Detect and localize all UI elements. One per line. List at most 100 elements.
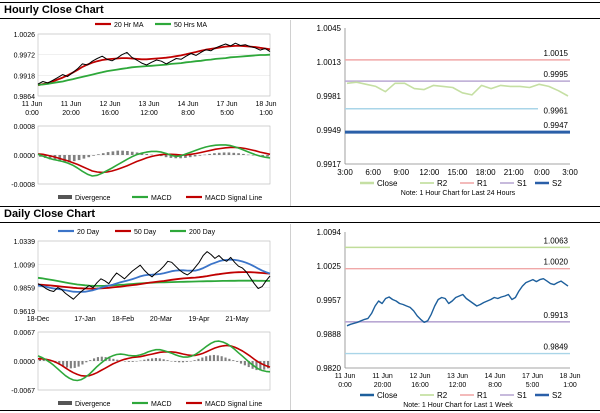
daily-macd-macd-line [37,340,271,382]
hourly-levels-legend-label: R2 [437,179,448,188]
hourly-price-xtick: 13 Jun [138,101,159,108]
hourly-macd-divergence-bar [213,153,216,155]
daily-macd-divergence-bar [201,357,204,361]
hourly-levels-value-label: 0.9947 [544,121,569,130]
daily-macd-divergence-bar [112,358,115,361]
daily-levels-xtick: 1:00 [563,382,577,389]
hourly-price-frame [37,33,271,97]
daily-price-ytick: 0.9859 [14,286,36,293]
daily-levels-value-label: 1.0063 [544,236,569,245]
daily-divider [290,224,291,410]
hourly-20hr-ma-legend-label: 20 Hr MA [114,22,144,29]
hourly-levels-xtick: 6:00 [365,168,381,177]
hourly-macd-divergence-bar [150,154,153,156]
daily-levels-xtick: 8:00 [488,382,502,389]
hourly-levels-ytick: 0.9917 [317,160,342,169]
daily-macd-divergence-bar [108,357,111,361]
daily-macd-ytick: -0.0067 [11,388,35,395]
hourly-levels-legend-label: S1 [517,179,527,188]
daily-macd-divergence-bar [147,358,150,361]
daily-levels-xtick: 12 Jun [409,373,430,380]
hourly-macd-divergence-bar [169,155,173,158]
hourly-macd-divergence-bar [266,155,269,157]
hourly-macd-divergence-bar [217,152,221,155]
daily-macd-divergence-bar [58,361,61,365]
daily-price-ytick: 1.0099 [14,262,36,269]
hourly-levels-close-line [346,81,569,97]
daily-section-header: Daily Close Chart [0,206,600,223]
hourly-levels-chart: 1.0045 1.0013 0.9981 0.9949 0.9917 1.0015 0.99… [317,24,579,197]
hourly-macd-divergence-bar [208,153,211,155]
hourly-macd-divergence-bar [111,151,115,155]
daily-macd-divergence-bar [193,360,196,361]
hourly-macd-divergence-bar [232,152,236,155]
hourly-macd-divergence-bar [203,154,207,156]
daily-macd-divergence-bar [62,361,65,367]
daily-price-xtick: 19-Apr [188,316,210,323]
hourly-macd-divergence-bar [106,152,110,155]
hourly-price-xtick: 5:00 [220,110,234,117]
daily-macd-divergence-bar [197,358,200,361]
daily-macd-divergence-bar [135,361,138,362]
daily-macd-divergence-bar [236,361,239,362]
hourly-levels-xtick: 15:00 [447,168,468,177]
daily-levels-xtick: 11 Jun [372,373,393,380]
daily-macd-divergence-bar [73,361,76,368]
daily-levels-xtick: 16:00 [411,382,429,389]
hourly-levels-ytick: 0.9949 [317,126,342,135]
daily-levels-xtick: 12:00 [449,382,467,389]
daily-macd-divergence-bar [77,361,80,367]
daily-macd-divergence-bar [151,358,154,361]
daily-levels-xtick: 20:00 [374,382,392,389]
daily-levels-ytick: 0.9957 [317,296,342,305]
daily-macd-divergence-bar [162,359,165,361]
hourly-macd-divergence-bar [227,152,231,155]
daily-levels-legend-label: S1 [517,391,527,400]
daily-levels-value-label-bg [538,235,570,246]
daily-levels-value-label-bg [538,256,570,267]
daily-price-xtick: 18-Dec [27,316,50,323]
daily-levels-xtick: 17 Jun [522,373,543,380]
hourly-levels-xtick: 3:00 [337,168,353,177]
hourly-macd-divergence-bar [92,155,95,156]
hourly-20hr-ma-line [37,44,271,87]
hourly-macd-chart: 0.0008 0.0000 -0.0008 Divergence MACD MACD Si… [11,124,271,202]
daily-macd-ytick: 0.0000 [14,359,36,366]
daily-macd-divergence-bar [158,358,161,361]
hourly-macd-divergence-bar [121,150,124,155]
daily-levels-value-label: 0.9849 [544,343,569,352]
hourly-macd-divergence-bar [184,155,187,158]
daily-macd-divergence-bar [69,361,72,369]
hourly-levels-legend-label: R1 [477,179,488,188]
hourly-levels-value-label: 0.9995 [544,70,569,79]
daily-price-xtick: 21-May [225,316,249,323]
daily-20day-legend-label: 20 Day [77,229,100,236]
hourly-levels-xtick: 21:00 [504,168,525,177]
hourly-price-xtick: 0:00 [25,110,39,117]
daily-levels-xtick: 11 Jun [335,373,356,380]
hourly-price-xtick: 17 Jun [216,101,237,108]
hourly-macd-divergence-bar [145,153,149,155]
daily-levels-value-label: 0.9913 [544,311,569,320]
daily-levels-ytick: 1.0094 [317,228,342,237]
hourly-divider [290,20,291,206]
daily-section-title: Daily Close Chart [4,208,96,220]
hourly-levels-ytick: 1.0045 [317,24,342,33]
daily-macd-divergence-bar [228,358,231,361]
daily-macd-divergence-bar [123,361,127,362]
daily-levels-legend-label: R1 [477,391,488,400]
daily-macd-divergence-bar [127,361,130,362]
daily-macd-divergence-bar [154,357,157,361]
hourly-macd-divergence-bar [261,155,265,157]
daily-macd-divergence-bar [178,361,181,363]
hourly-macd-divergence-bar [130,151,134,155]
daily-macd-divergence-bar [205,356,208,361]
daily-levels-value-label-bg [538,341,570,352]
daily-levels-xtick: 14 Jun [484,373,505,380]
daily-price-line [37,251,271,300]
hourly-macd-divergence-bar [116,150,120,155]
hourly-price-xtick: 14 Jun [177,101,198,108]
hourly-price-xtick: 12:00 [140,110,158,117]
